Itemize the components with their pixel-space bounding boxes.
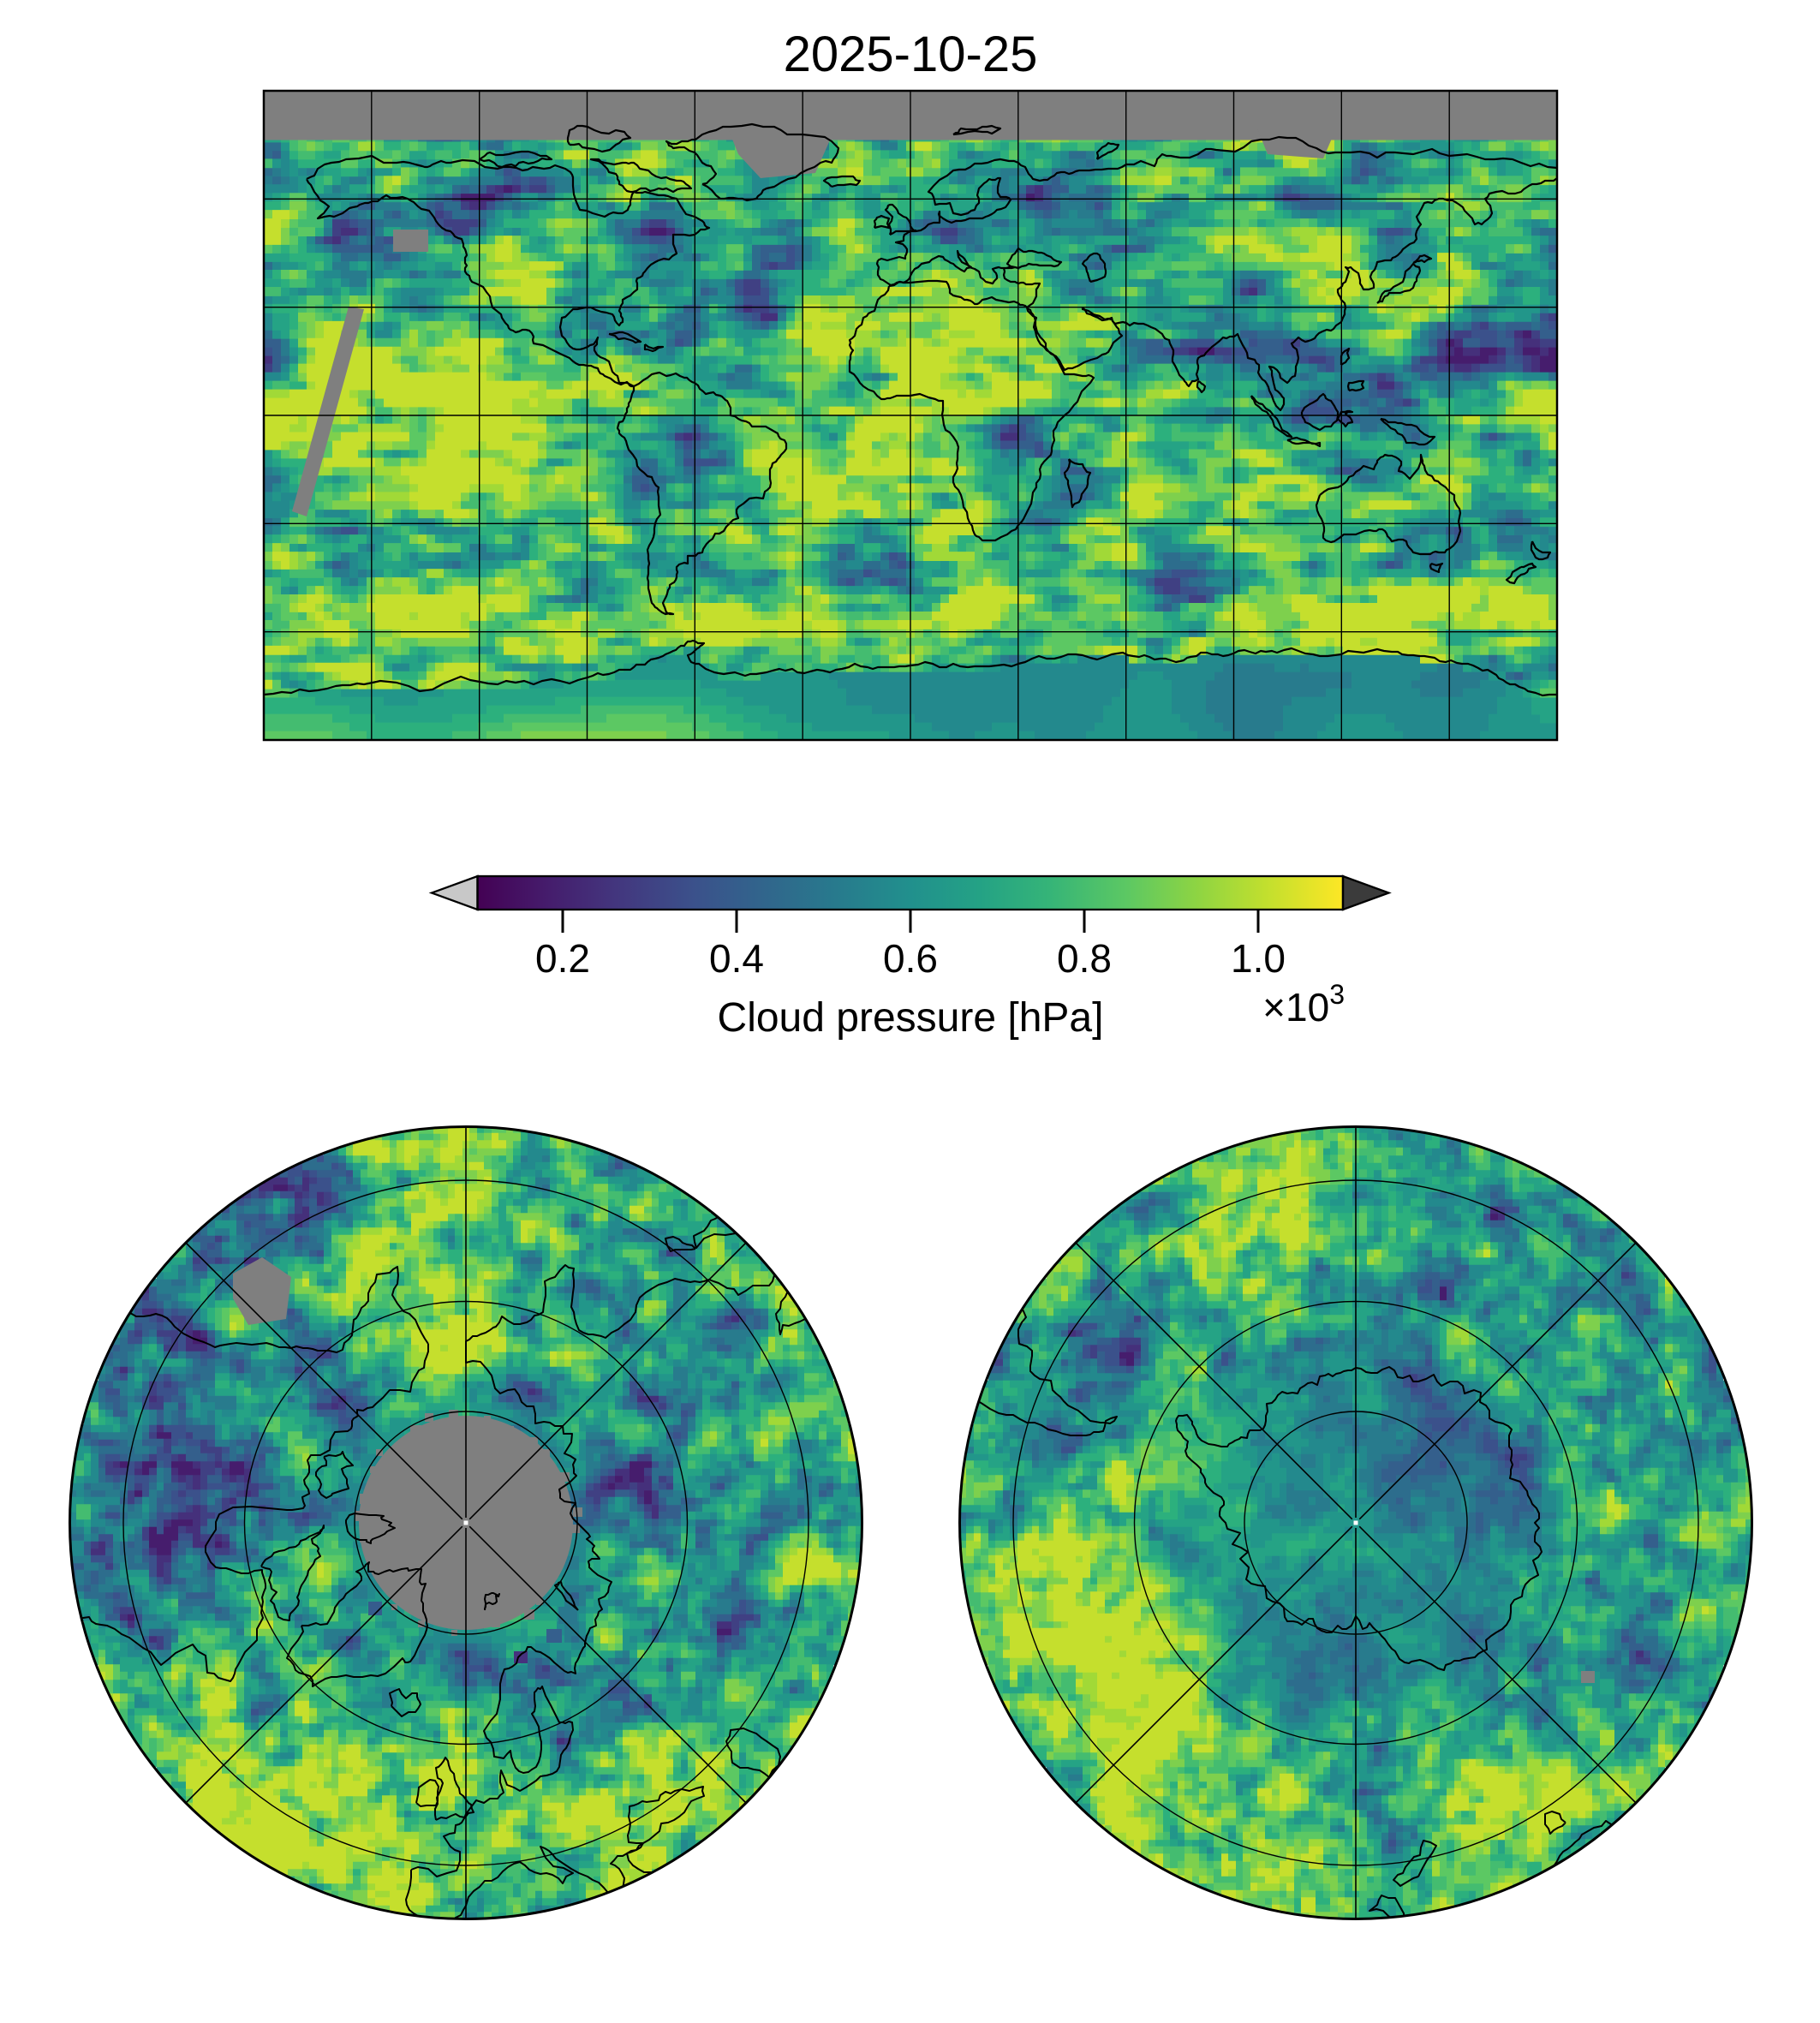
svg-text:2025-10-25: 2025-10-25 xyxy=(784,27,1038,82)
svg-text:1.0: 1.0 xyxy=(1231,936,1286,981)
svg-text:0.2: 0.2 xyxy=(535,936,590,981)
svg-text:0.8: 0.8 xyxy=(1057,936,1112,981)
svg-text:Cloud pressure [hPa]: Cloud pressure [hPa] xyxy=(718,995,1104,1041)
svg-text:0.4: 0.4 xyxy=(709,936,764,981)
svg-text:0.6: 0.6 xyxy=(883,936,938,981)
